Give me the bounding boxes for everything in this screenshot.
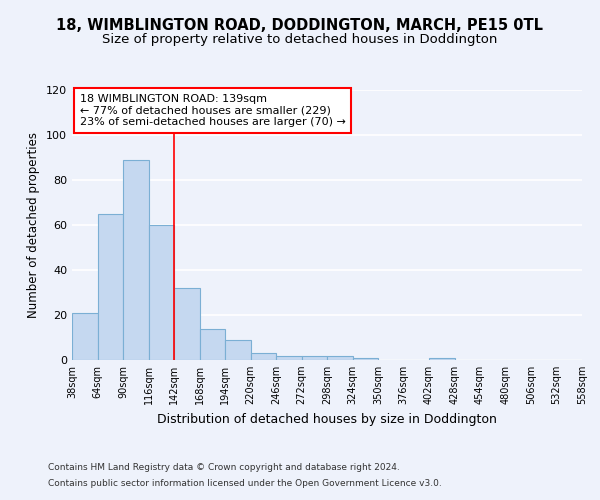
Bar — [251, 353, 276, 360]
Bar — [174, 288, 199, 360]
Text: Size of property relative to detached houses in Doddington: Size of property relative to detached ho… — [103, 32, 497, 46]
Bar — [149, 225, 174, 360]
Bar — [327, 356, 353, 360]
Text: Contains HM Land Registry data © Crown copyright and database right 2024.: Contains HM Land Registry data © Crown c… — [48, 464, 400, 472]
Bar — [276, 356, 302, 360]
Bar — [353, 358, 378, 360]
Text: 18, WIMBLINGTON ROAD, DODDINGTON, MARCH, PE15 0TL: 18, WIMBLINGTON ROAD, DODDINGTON, MARCH,… — [56, 18, 544, 32]
Text: Contains public sector information licensed under the Open Government Licence v3: Contains public sector information licen… — [48, 478, 442, 488]
X-axis label: Distribution of detached houses by size in Doddington: Distribution of detached houses by size … — [157, 412, 497, 426]
Bar — [97, 214, 123, 360]
Bar — [72, 313, 97, 360]
Bar — [302, 356, 327, 360]
Text: 18 WIMBLINGTON ROAD: 139sqm
← 77% of detached houses are smaller (229)
23% of se: 18 WIMBLINGTON ROAD: 139sqm ← 77% of det… — [80, 94, 346, 127]
Bar — [199, 328, 225, 360]
Bar — [429, 358, 455, 360]
Y-axis label: Number of detached properties: Number of detached properties — [28, 132, 40, 318]
Bar — [225, 340, 251, 360]
Bar — [123, 160, 149, 360]
